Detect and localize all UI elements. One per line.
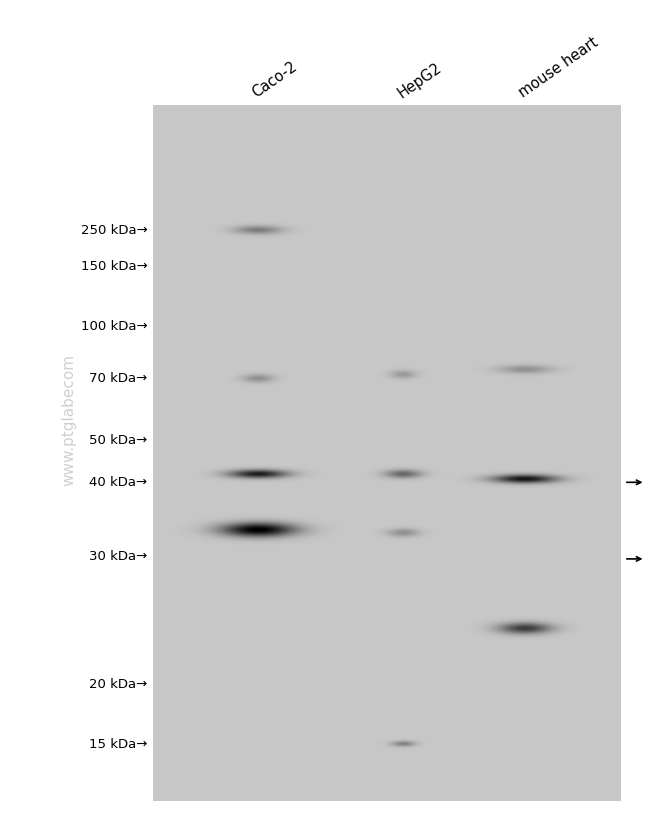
Text: 15 kDa→: 15 kDa→ — [89, 737, 148, 751]
Text: 40 kDa→: 40 kDa→ — [90, 476, 148, 489]
Text: 250 kDa→: 250 kDa→ — [81, 224, 148, 237]
Text: 20 kDa→: 20 kDa→ — [89, 678, 148, 690]
Text: 50 kDa→: 50 kDa→ — [89, 434, 148, 447]
Text: 150 kDa→: 150 kDa→ — [81, 260, 148, 273]
Text: 30 kDa→: 30 kDa→ — [89, 550, 148, 563]
Text: Caco-2: Caco-2 — [250, 59, 300, 101]
Text: HepG2: HepG2 — [395, 60, 444, 101]
Text: 100 kDa→: 100 kDa→ — [81, 320, 148, 333]
Text: mouse heart: mouse heart — [516, 35, 601, 101]
Text: 70 kDa→: 70 kDa→ — [89, 372, 148, 385]
Text: www.ptglabecom: www.ptglabecom — [61, 353, 76, 486]
